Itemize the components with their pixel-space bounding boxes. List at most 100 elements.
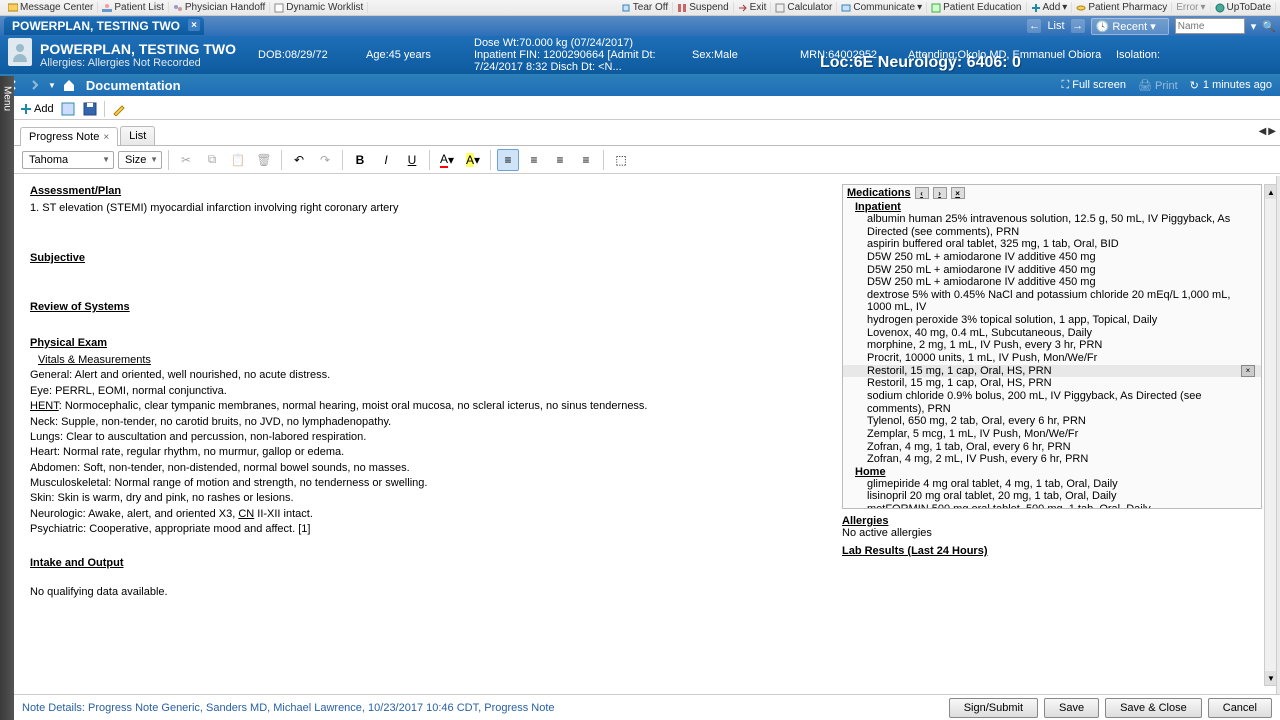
tag-icon[interactable]: × [951, 187, 965, 199]
menu-physician-handoff[interactable]: Physician Handoff [169, 2, 270, 13]
med-item[interactable]: Lovenox, 40 mg, 0.4 mL, Subcutaneous, Da… [843, 327, 1261, 340]
lab-header: Lab Results (Last 24 Hours) [842, 545, 1262, 557]
med-item[interactable]: Zofran, 4 mg, 1 tab, Oral, every 6 hr, P… [843, 441, 1261, 454]
dropdown-icon[interactable]: ▼ [48, 81, 56, 90]
editor-toolbar: Tahoma Size ✂ ⧉ 📋 🗑 ↶ ↷ B I U A▾ A▾ ≡ ≡ … [14, 146, 1280, 174]
med-item[interactable]: Restoril, 15 mg, 1 cap, Oral, HS, PRN [843, 365, 1261, 378]
fullscreen-button[interactable]: ⛶ Full screen [1061, 79, 1126, 92]
med-item[interactable]: albumin human 25% intravenous solution, … [843, 213, 1261, 238]
med-item[interactable]: metFORMIN 500 mg oral tablet, 500 mg, 1 … [843, 503, 1261, 509]
template-icon[interactable] [60, 101, 76, 117]
search-icon[interactable]: 🔍 [1262, 20, 1276, 33]
menu-communicate[interactable]: Communicate ▾ [837, 2, 927, 13]
add-button[interactable]: Add [20, 103, 54, 115]
menu-tear-off[interactable]: Tear Off [617, 2, 673, 13]
menu-suspend[interactable]: Suspend [673, 2, 733, 13]
home-icon[interactable] [60, 76, 78, 94]
menu-message-center[interactable]: Message Center [4, 2, 98, 13]
menu-calculator[interactable]: Calculator [771, 2, 837, 13]
save-close-button[interactable]: Save & Close [1105, 698, 1202, 718]
undo-icon[interactable]: ↶ [288, 149, 310, 171]
save-button[interactable]: Save [1044, 698, 1099, 718]
note-content[interactable]: Assessment/Plan 1. ST elevation (STEMI) … [30, 176, 826, 694]
align-left-icon[interactable]: ≡ [497, 149, 519, 171]
med-item[interactable]: aspirin buffered oral tablet, 325 mg, 1 … [843, 238, 1261, 251]
highlight-icon[interactable]: A▾ [462, 149, 484, 171]
name-search-input[interactable] [1175, 18, 1245, 34]
tag-icon[interactable]: › [933, 187, 947, 199]
med-item[interactable]: Restoril, 15 mg, 1 cap, Oral, HS, PRN [843, 377, 1261, 390]
forward-icon[interactable] [26, 76, 44, 94]
copy-icon[interactable]: ⧉ [201, 149, 223, 171]
section-assessment: Assessment/Plan [30, 184, 826, 199]
menu-uptodate[interactable]: UpToDate [1211, 2, 1276, 13]
nav-title: Documentation [86, 78, 181, 93]
list-prev-icon[interactable]: ← [1027, 19, 1041, 33]
med-item[interactable]: Tylenol, 650 mg, 2 tab, Oral, every 6 hr… [843, 415, 1261, 428]
sign-submit-button[interactable]: Sign/Submit [949, 698, 1038, 718]
save-icon[interactable] [82, 101, 98, 117]
patient-tab-bar: POWERPLAN, TESTING TWO × ← List → 🕓 Rece… [0, 16, 1280, 36]
refresh-icon[interactable]: ↻ [1190, 79, 1199, 92]
menu-sidebar[interactable]: Menu [0, 76, 14, 720]
cut-icon[interactable]: ✂ [175, 149, 197, 171]
close-tab-icon[interactable]: × [188, 19, 200, 31]
bold-icon[interactable]: B [349, 149, 371, 171]
patient-tab[interactable]: POWERPLAN, TESTING TWO × [4, 17, 204, 35]
align-center-icon[interactable]: ≡ [523, 149, 545, 171]
time-ago: 1 minutes ago [1203, 79, 1272, 91]
menu-patient-education[interactable]: Patient Education [927, 2, 1026, 13]
pe-general: General: Alert and oriented, well nouris… [30, 368, 826, 383]
med-item[interactable]: D5W 250 mL + amiodarone IV additive 450 … [843, 276, 1261, 289]
delete-icon[interactable]: 🗑 [253, 149, 275, 171]
menu-patient-pharmacy[interactable]: Patient Pharmacy [1072, 2, 1172, 13]
med-item[interactable]: Zofran, 4 mg, 2 mL, IV Push, every 6 hr,… [843, 453, 1261, 466]
justify-icon[interactable]: ≡ [575, 149, 597, 171]
med-item[interactable]: dextrose 5% with 0.45% NaCl and potassiu… [843, 289, 1261, 314]
tab-list[interactable]: List [120, 126, 155, 145]
side-tag-bar[interactable] [1276, 176, 1280, 694]
list-next-icon[interactable]: → [1071, 19, 1085, 33]
dropdown-icon[interactable]: ▾ [1251, 20, 1257, 33]
section-vitals: Vitals & Measurements [38, 353, 826, 368]
size-select[interactable]: Size [118, 151, 162, 169]
pe-heart: Heart: Normal rate, regular rhythm, no m… [30, 445, 826, 460]
med-item[interactable]: Zemplar, 5 mcg, 1 mL, IV Push, Mon/We/Fr [843, 428, 1261, 441]
med-item[interactable]: glimepiride 4 mg oral tablet, 4 mg, 1 ta… [843, 478, 1261, 491]
prev-icon[interactable]: ◀ [1259, 126, 1267, 137]
insert-icon[interactable]: ⬚ [610, 149, 632, 171]
paste-icon[interactable]: 📋 [227, 149, 249, 171]
close-icon[interactable]: × [103, 132, 109, 143]
tag-icon[interactable]: ‹ [915, 187, 929, 199]
menu-error[interactable]: Error ▾ [1172, 2, 1210, 13]
med-item[interactable]: D5W 250 mL + amiodarone IV additive 450 … [843, 251, 1261, 264]
med-item[interactable]: morphine, 2 mg, 1 mL, IV Push, every 3 h… [843, 339, 1261, 352]
assessment-item: 1. ST elevation (STEMI) myocardial infar… [30, 201, 826, 216]
med-item[interactable]: lisinopril 20 mg oral tablet, 20 mg, 1 t… [843, 490, 1261, 503]
meds-header: Medications [847, 187, 911, 199]
list-label[interactable]: List [1047, 20, 1064, 32]
italic-icon[interactable]: I [375, 149, 397, 171]
menu-patient-list[interactable]: Patient List [98, 2, 168, 13]
font-select[interactable]: Tahoma [22, 151, 114, 169]
underline-icon[interactable]: U [401, 149, 423, 171]
menu-add[interactable]: Add ▾ [1027, 2, 1073, 13]
footer-bar: Note Details: Progress Note Generic, San… [14, 694, 1280, 720]
menu-dynamic-worklist[interactable]: Dynamic Worklist [270, 2, 368, 13]
redo-icon[interactable]: ↷ [314, 149, 336, 171]
med-item[interactable]: D5W 250 mL + amiodarone IV additive 450 … [843, 264, 1261, 277]
edit-icon[interactable] [111, 101, 127, 117]
font-color-icon[interactable]: A▾ [436, 149, 458, 171]
menu-exit[interactable]: Exit [734, 2, 772, 13]
align-right-icon[interactable]: ≡ [549, 149, 571, 171]
recent-dropdown[interactable]: 🕓 Recent ▾ [1091, 18, 1169, 35]
cancel-button[interactable]: Cancel [1208, 698, 1272, 718]
next-icon[interactable]: ▶ [1268, 126, 1276, 137]
avatar [8, 38, 32, 66]
tab-progress-note[interactable]: Progress Note× [20, 127, 118, 146]
med-item[interactable]: Procrit, 10000 units, 1 mL, IV Push, Mon… [843, 352, 1261, 365]
pe-skin: Skin: Skin is warm, dry and pink, no ras… [30, 491, 826, 506]
print-button[interactable]: 🖨 Print [1138, 79, 1178, 92]
med-item[interactable]: sodium chloride 0.9% bolus, 200 mL, IV P… [843, 390, 1261, 415]
med-item[interactable]: hydrogen peroxide 3% topical solution, 1… [843, 314, 1261, 327]
